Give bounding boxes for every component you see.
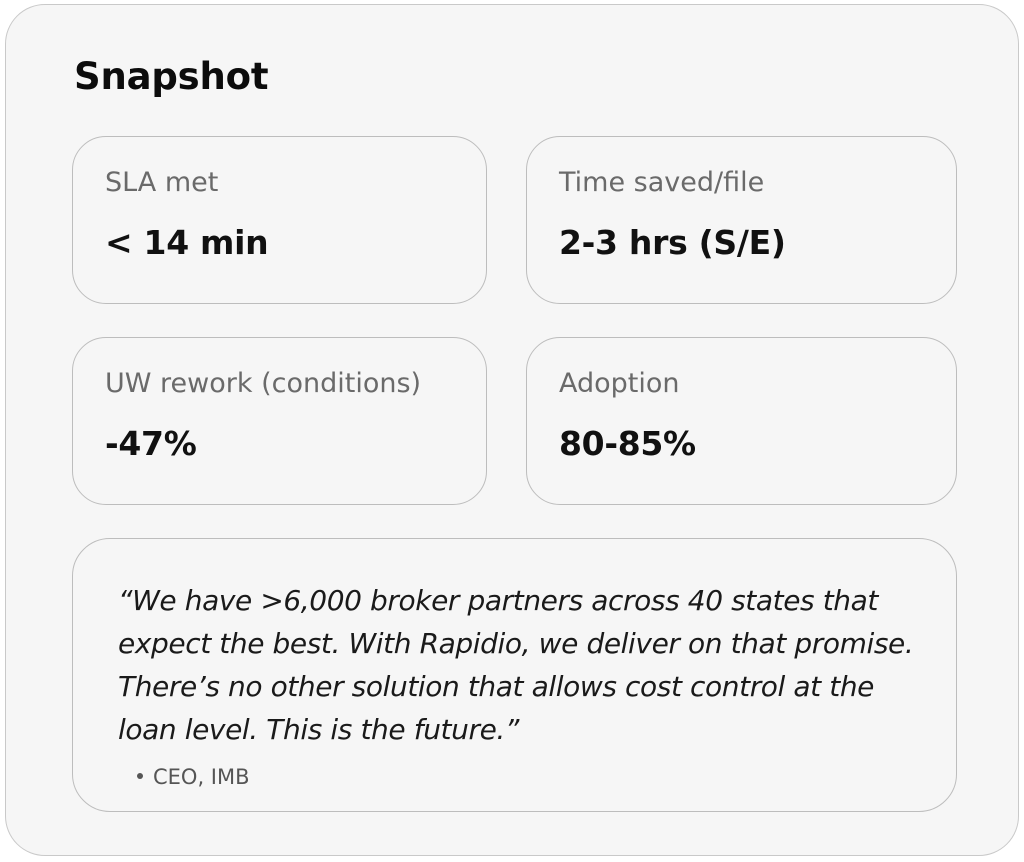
- stat-label: Adoption: [559, 368, 680, 399]
- stat-value: -47%: [105, 424, 197, 463]
- snapshot-card: Snapshot SLA met < 14 min Time saved/fil…: [5, 4, 1019, 856]
- stat-label: UW rework (conditions): [105, 368, 422, 399]
- attribution-text: CEO, IMB: [153, 765, 250, 789]
- stat-label: SLA met: [105, 167, 219, 198]
- stat-label: Time saved/file: [559, 167, 765, 198]
- stat-card-uw-rework: UW rework (conditions) -47%: [72, 337, 487, 505]
- stat-card-sla-met: SLA met < 14 min: [72, 136, 487, 304]
- stat-card-adoption: Adoption 80-85%: [526, 337, 957, 505]
- stat-value: < 14 min: [105, 223, 269, 262]
- bullet-icon: [137, 773, 143, 779]
- testimonial-quote-box: “We have >6,000 broker partners across 4…: [72, 538, 957, 812]
- testimonial-quote-text: “We have >6,000 broker partners across 4…: [118, 584, 914, 746]
- testimonial-attribution: CEO, IMB: [137, 765, 250, 789]
- stat-value: 2-3 hrs (S/E): [559, 223, 786, 262]
- snapshot-title: Snapshot: [74, 55, 269, 98]
- stat-card-time-saved: Time saved/file 2-3 hrs (S/E): [526, 136, 957, 304]
- stat-value: 80-85%: [559, 424, 696, 463]
